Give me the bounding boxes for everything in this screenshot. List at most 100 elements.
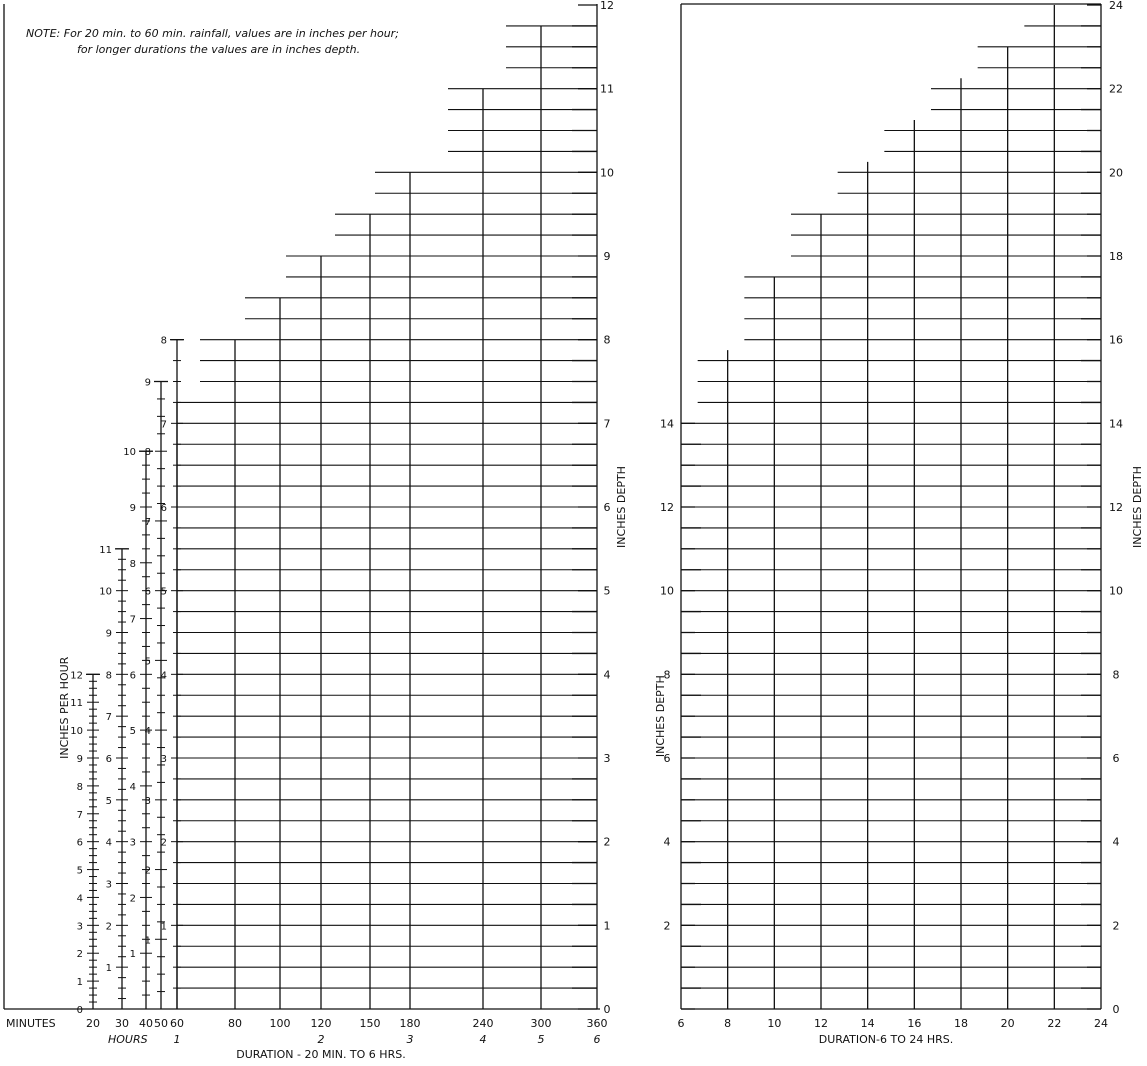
depth-tick-label: 0 [604, 1003, 611, 1016]
note-label: NOTE: [26, 27, 61, 40]
hours-tick-label: 5 [538, 1033, 545, 1046]
minutes-tick-label: 100 [270, 1017, 291, 1030]
rate-tick-label: 4 [161, 670, 167, 681]
depth-tick-label: 1 [604, 919, 611, 932]
hours-tick-label: 6 [594, 1033, 601, 1046]
left-depth-tick-label: 4 [664, 836, 671, 849]
rate-tick-label: 7 [106, 712, 112, 723]
minutes-tick-label: 240 [473, 1017, 494, 1030]
right-depth-tick-label: 18 [1109, 250, 1123, 263]
right-x-tick-label: 14 [861, 1017, 875, 1030]
minutes-tick-label: 150 [360, 1017, 381, 1030]
right-depth-axis-label: INCHES DEPTH [1131, 466, 1144, 548]
rate-tick-label: 9 [106, 629, 112, 640]
right-depth-tick-label: 4 [1113, 836, 1120, 849]
rate-tick-label: 1 [130, 949, 136, 960]
right-x-tick-label: 22 [1047, 1017, 1061, 1030]
right-x-tick-label: 8 [724, 1017, 731, 1030]
minutes-tick-label: 80 [228, 1017, 242, 1030]
left-depth-tick-label: 8 [664, 668, 671, 681]
note-line-1: For 20 min. to 60 min. rainfall, values … [63, 27, 399, 40]
minutes-tick-label: 20 [86, 1017, 100, 1030]
right-depth-tick-label: 16 [1109, 334, 1123, 347]
right-depth-tick-label: 22 [1109, 83, 1123, 96]
left-depth-axis-label: INCHES DEPTH [654, 675, 667, 757]
depth-tick-label: 2 [604, 836, 611, 849]
right-x-tick-label: 6 [678, 1017, 685, 1030]
minutes-tick-label: 60 [170, 1017, 184, 1030]
rate-tick-label: 5 [130, 726, 136, 737]
hours-tick-label: 3 [407, 1033, 414, 1046]
rate-tick-label: 10 [123, 447, 136, 458]
depth-tick-label: 6 [604, 501, 611, 514]
rate-tick-label: 6 [161, 503, 167, 514]
rate-tick-label: 3 [145, 796, 151, 807]
depth-axis-label: INCHES DEPTH [615, 466, 628, 548]
right-x-tick-label: 12 [814, 1017, 828, 1030]
rate-tick-label: 2 [145, 866, 151, 877]
right-x-axis-title: DURATION-6 TO 24 HRS. [819, 1033, 953, 1046]
right-x-tick-label: 18 [954, 1017, 968, 1030]
rate-tick-label: 5 [145, 656, 151, 667]
hours-tick-label: 1 [174, 1033, 181, 1046]
rate-tick-label: 1 [77, 977, 83, 988]
rate-tick-label: 3 [130, 838, 136, 849]
rate-tick-label: 10 [99, 587, 112, 598]
chart-note: NOTE: For 20 min. to 60 min. rainfall, v… [26, 26, 399, 58]
rate-tick-label: 8 [145, 447, 151, 458]
rate-tick-label: 11 [99, 545, 112, 556]
right-depth-tick-label: 10 [1109, 585, 1123, 598]
right-x-tick-label: 16 [907, 1017, 921, 1030]
right-depth-tick-label: 14 [1109, 417, 1123, 430]
rate-tick-label: 3 [77, 921, 83, 932]
depth-tick-label: 9 [604, 250, 611, 263]
right-depth-tick-label: 6 [1113, 752, 1120, 765]
left-depth-tick-label: 6 [664, 752, 671, 765]
rate-tick-label: 1 [145, 935, 151, 946]
depth-tick-label: 4 [604, 668, 611, 681]
minutes-tick-label: 40 [139, 1017, 153, 1030]
hours-row-label: HOURS [108, 1033, 148, 1046]
rate-tick-label: 8 [106, 670, 112, 681]
rate-tick-label: 2 [130, 893, 136, 904]
depth-tick-label: 5 [604, 585, 611, 598]
rate-tick-label: 9 [77, 754, 83, 765]
right-depth-tick-label: 12 [1109, 501, 1123, 514]
hours-tick-label: 2 [318, 1033, 325, 1046]
depth-tick-label: 8 [604, 334, 611, 347]
rate-tick-label: 4 [77, 893, 83, 904]
right-x-tick-label: 24 [1094, 1017, 1108, 1030]
rate-tick-label: 4 [106, 838, 112, 849]
rate-tick-label: 9 [145, 378, 151, 389]
rate-tick-label: 8 [161, 336, 167, 347]
right-depth-tick-label: 20 [1109, 166, 1123, 179]
minutes-tick-label: 360 [587, 1017, 608, 1030]
left-depth-tick-label: 2 [664, 919, 671, 932]
rate-tick-label: 7 [145, 517, 151, 528]
minutes-row-label: MINUTES [6, 1017, 56, 1030]
minutes-tick-label: 180 [400, 1017, 421, 1030]
left-depth-tick-label: 10 [660, 585, 674, 598]
hours-tick-label: 4 [480, 1033, 487, 1046]
rate-tick-label: 6 [106, 754, 112, 765]
left-depth-tick-label: 14 [660, 417, 674, 430]
right-x-tick-label: 10 [767, 1017, 781, 1030]
rate-tick-label: 8 [77, 782, 83, 793]
rate-tick-label: 7 [77, 810, 83, 821]
rate-tick-label: 0 [77, 1005, 83, 1016]
depth-tick-label: 10 [600, 166, 614, 179]
right-x-tick-label: 20 [1001, 1017, 1015, 1030]
rate-tick-label: 5 [161, 587, 167, 598]
rate-tick-label: 10 [70, 726, 83, 737]
rate-tick-label: 8 [130, 559, 136, 570]
depth-tick-label: 11 [600, 83, 614, 96]
depth-tick-label: 12 [600, 0, 614, 12]
minutes-tick-label: 50 [154, 1017, 168, 1030]
minutes-tick-label: 120 [311, 1017, 332, 1030]
depth-tick-label: 3 [604, 752, 611, 765]
rate-tick-label: 6 [77, 838, 83, 849]
rate-tick-label: 6 [145, 587, 151, 598]
left-depth-tick-label: 12 [660, 501, 674, 514]
